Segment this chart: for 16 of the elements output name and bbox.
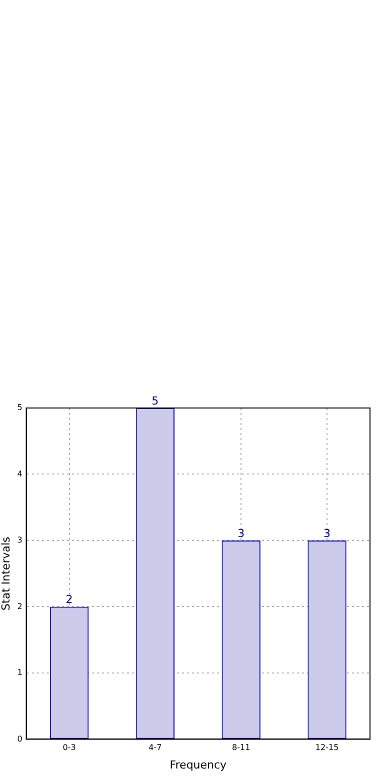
y-tick-label: 0 [17,734,22,744]
y-tick-label: 4 [17,469,22,478]
y-tick-label: 3 [17,536,22,545]
y-tick-label: 5 [17,403,22,412]
data-label: 5 [152,394,159,408]
x-tick-label: 8-11 [232,743,250,752]
y-tick-label: 1 [17,668,22,678]
x-tick-label: 4-7 [148,743,162,752]
data-label: 2 [66,593,73,606]
x-tick-label: 0-3 [62,743,76,752]
data-label: 3 [324,526,331,540]
x-tick-label: 12-15 [315,743,339,752]
y-tick-label: 2 [17,602,22,611]
y-axis-title: Stat Intervals [0,536,12,610]
x-axis-title: Frequency [170,758,228,772]
data-label: 3 [238,526,245,540]
